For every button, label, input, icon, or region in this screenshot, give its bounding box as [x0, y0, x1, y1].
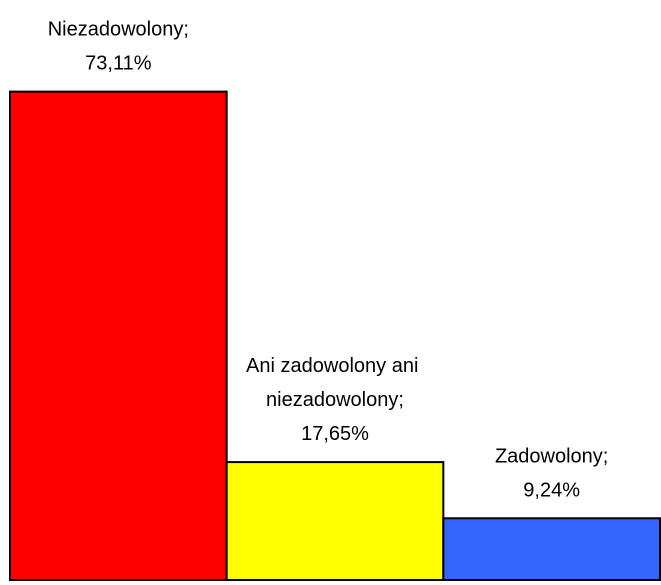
- value-label: 17,65%: [301, 423, 369, 445]
- label-separator: ;: [603, 445, 609, 467]
- value-label: 9,24%: [523, 479, 580, 501]
- label-separator: ;: [183, 19, 189, 41]
- category-label: Ani zadowolony ani niezadowolony: [246, 355, 424, 411]
- bar: [225, 461, 445, 581]
- category-label: Niezadowolony: [48, 19, 184, 41]
- bar: [9, 90, 228, 581]
- bar: [442, 517, 661, 581]
- value-label: 73,11%: [85, 53, 152, 75]
- label-separator: ;: [398, 389, 404, 411]
- category-label: Zadowolony: [495, 445, 603, 467]
